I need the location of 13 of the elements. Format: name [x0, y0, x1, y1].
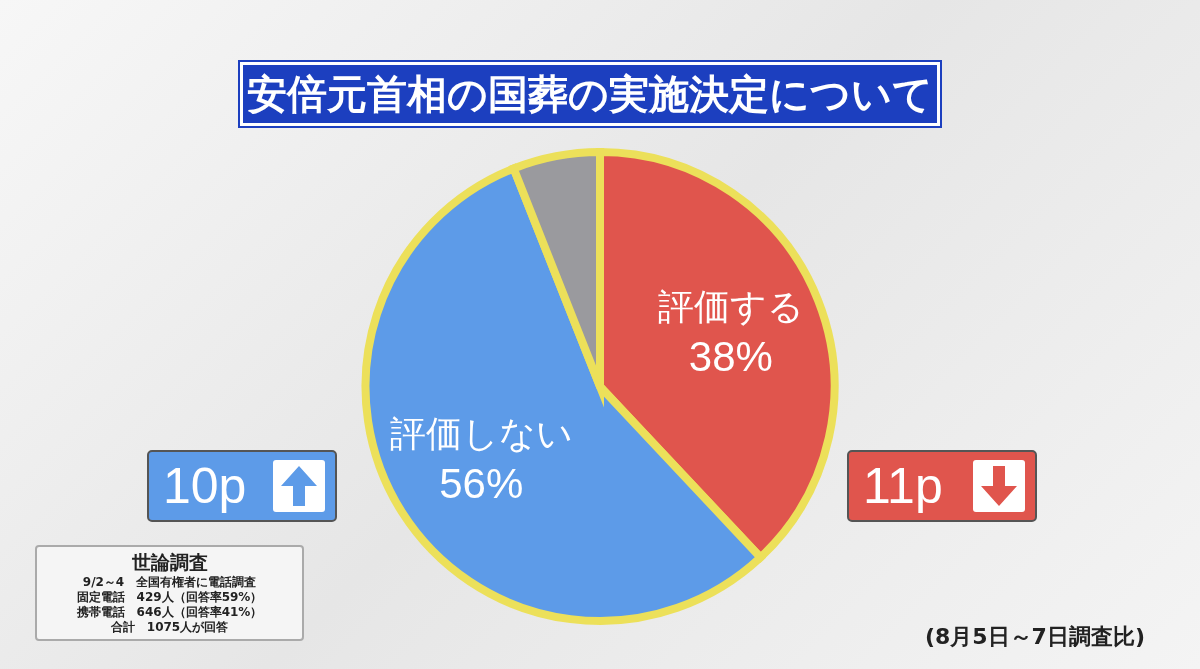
text: 9/2～4 全国有権者に電話調査 [81, 574, 258, 590]
text: (8月5日～7日調査比) [924, 623, 1145, 651]
text: 固定電話 429人（回答率59%） [75, 589, 264, 605]
data-label: 56% [439, 460, 524, 508]
text: 10p [163, 457, 247, 515]
text: 携帯電話 646人（回答率41%） [75, 604, 264, 620]
data-label: 38% [688, 333, 773, 381]
text: 合計 1075人が回答 [109, 619, 230, 635]
text: 11p [863, 457, 943, 515]
chart-title: 安倍元首相の国葬の実施決定について [240, 62, 940, 126]
text: 世論調査 [130, 551, 209, 575]
slice-label: 評価する [657, 286, 804, 328]
slice-label: 評価しない [389, 413, 573, 455]
